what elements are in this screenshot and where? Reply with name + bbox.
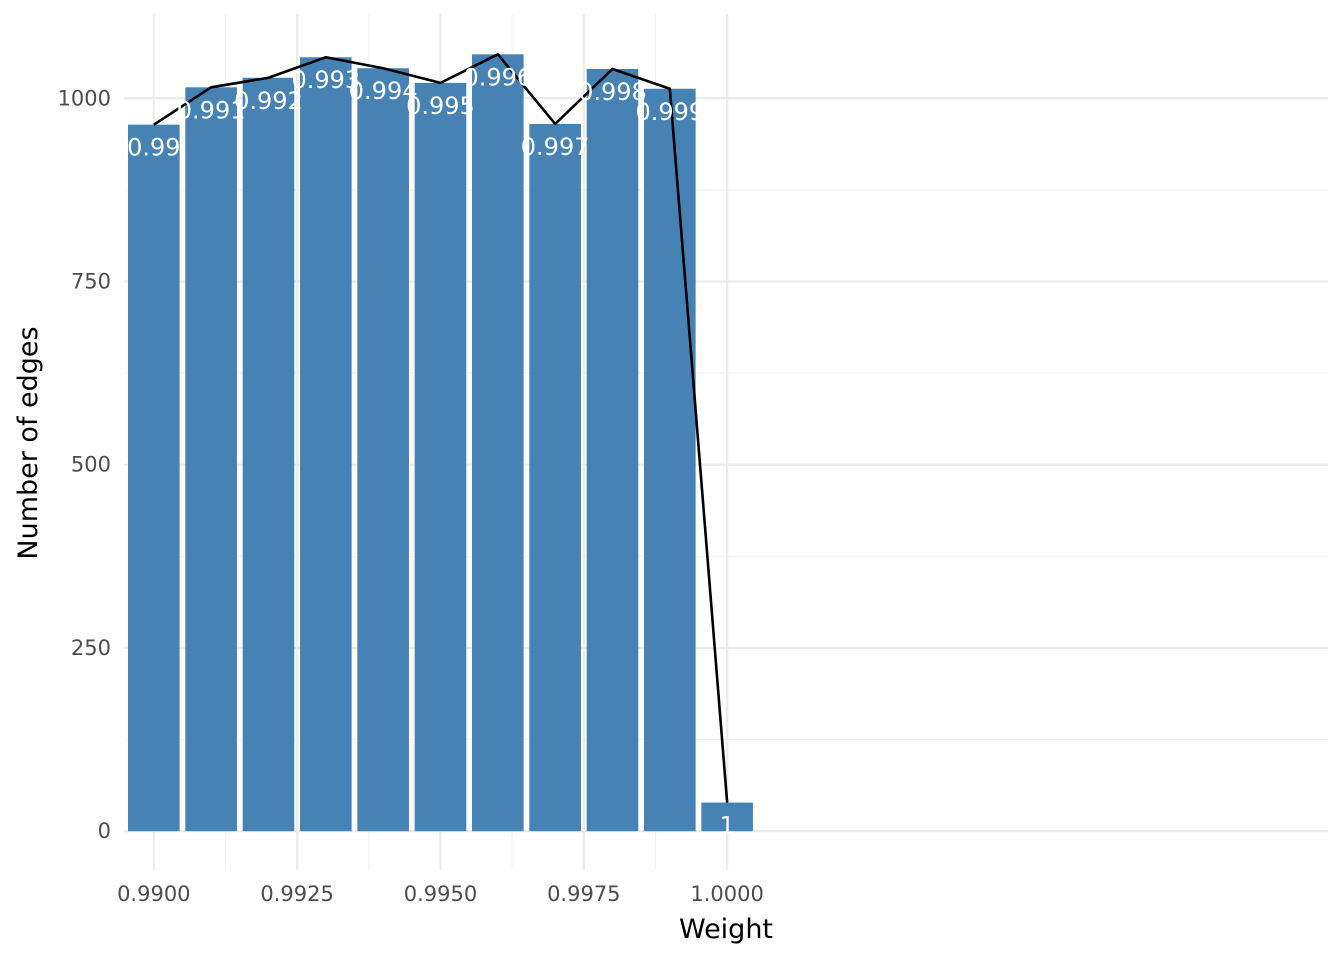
y-tick-label: 500: [71, 453, 111, 477]
y-tick-label: 750: [71, 270, 111, 294]
bar-value-label: 0.997: [521, 133, 590, 161]
bar: [529, 123, 581, 832]
bar: [185, 87, 237, 832]
overlay-line-path: [153, 53, 729, 803]
x-axis-ticks: 0.9900 0.9925 0.9950 0.9975 1.0000: [117, 882, 764, 906]
x-tick-label: 1.0000: [690, 882, 763, 906]
bar-value-label: 0.996: [463, 63, 532, 91]
bar: [242, 77, 295, 832]
bar-value-label: 0.999: [635, 98, 704, 126]
bar: [357, 68, 409, 832]
x-tick-label: 0.9925: [260, 882, 333, 906]
bar-value-label: 1: [720, 812, 735, 840]
overlay-line: [153, 53, 729, 803]
bars: [128, 54, 753, 832]
bar: [701, 802, 753, 832]
x-tick-label: 0.9900: [117, 882, 190, 906]
bar: [644, 88, 696, 832]
bar-value-label: 0.995: [406, 92, 475, 120]
x-tick-label: 0.9975: [547, 882, 620, 906]
bar-value-label: 0.99: [127, 134, 180, 162]
bar: [586, 68, 639, 832]
y-tick-label: 250: [71, 636, 111, 660]
x-axis-title: Weight: [679, 914, 773, 945]
x-tick-label: 0.9950: [404, 882, 477, 906]
bar-value-label: 0.991: [177, 96, 246, 124]
bar: [414, 82, 467, 832]
bar: [128, 124, 180, 832]
y-axis-title: Number of edges: [13, 326, 44, 559]
bar: [472, 54, 524, 832]
y-tick-label: 0: [98, 819, 111, 843]
bar-value-label: 0.992: [234, 87, 303, 115]
bar: [300, 57, 352, 832]
y-axis-ticks: 0 250 500 750 1000: [58, 86, 111, 843]
bar-value-label: 0.994: [349, 77, 418, 105]
bar-value-label: 0.993: [291, 66, 360, 94]
y-tick-label: 1000: [58, 86, 111, 110]
bar-value-label: 0.998: [578, 78, 647, 106]
